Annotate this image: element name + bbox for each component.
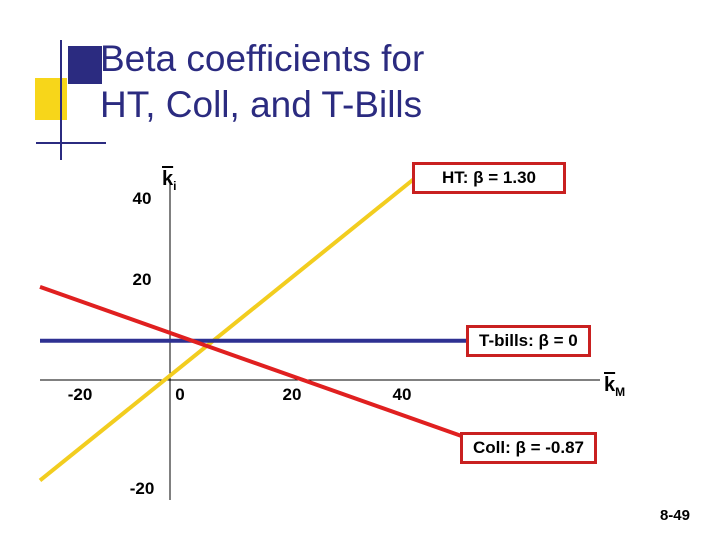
x-tick-label: 0 xyxy=(175,385,184,404)
y-tick-label: 40 xyxy=(133,189,152,208)
tick-labels: -20 0 20 40 40 20 -20 xyxy=(68,189,412,498)
ht-series-line xyxy=(38,164,432,483)
x-tick-label: -20 xyxy=(68,385,93,404)
slide-title-line-1: Beta coefficients for xyxy=(100,38,425,79)
accent-blue-square xyxy=(68,46,102,84)
accent-vertical-line xyxy=(60,40,62,160)
slide-title-line-2: HT, Coll, and T-Bills xyxy=(100,84,423,125)
ht-beta-callout: HT: β = 1.30 xyxy=(412,162,566,194)
page-number: 8-49 xyxy=(659,507,690,524)
x-axis-label: kM xyxy=(604,374,626,399)
x-tick-label: 40 xyxy=(393,385,412,404)
x-tick-label: 20 xyxy=(283,385,302,404)
y-tick-label: 20 xyxy=(133,270,152,289)
coll-series-line xyxy=(39,285,471,441)
accent-horizontal-line xyxy=(36,142,106,144)
y-tick-label: -20 xyxy=(130,479,155,498)
y-axis-label: ki xyxy=(162,168,177,193)
coll-beta-callout: Coll: β = -0.87 xyxy=(460,432,597,464)
series-lines xyxy=(38,164,471,483)
slide-title: Beta coefficients for HT, Coll, and T-Bi… xyxy=(100,36,620,128)
tbills-beta-callout: T-bills: β = 0 xyxy=(466,325,591,357)
